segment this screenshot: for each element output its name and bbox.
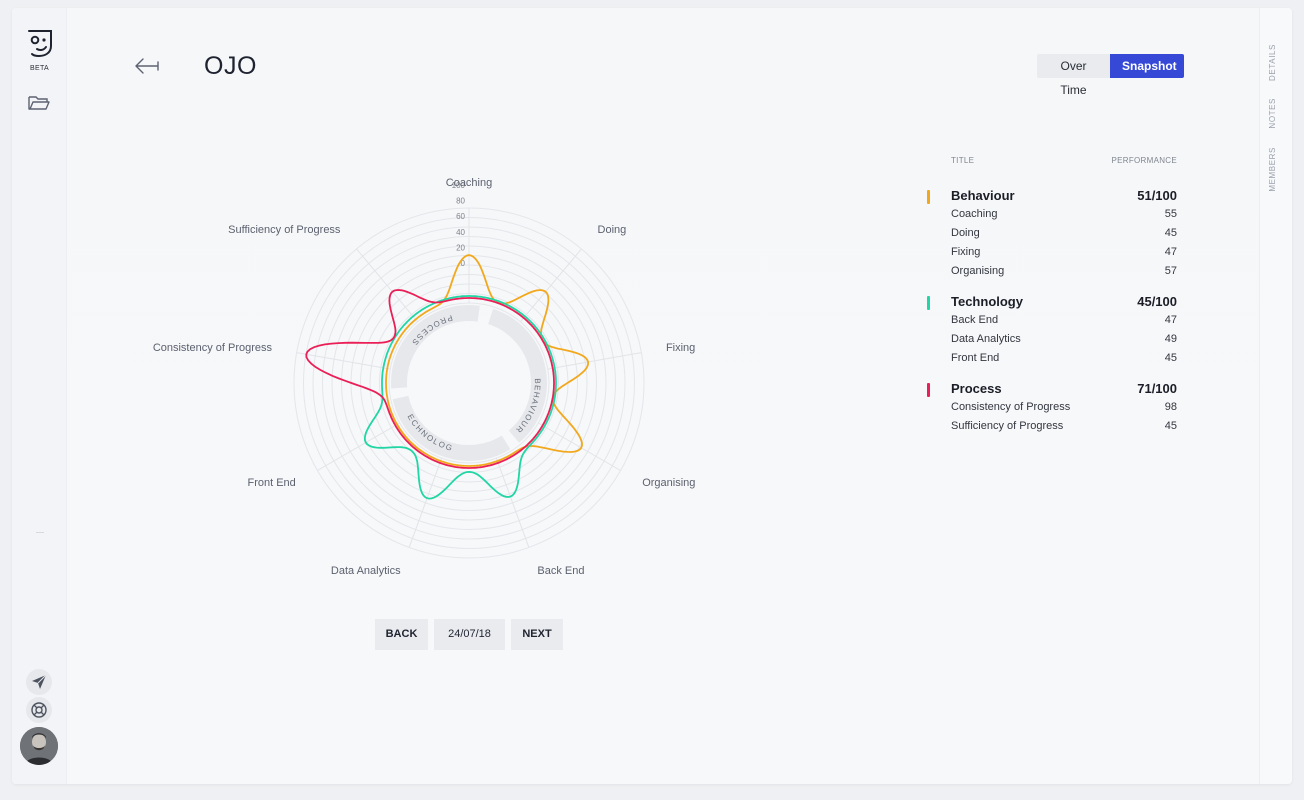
row-performance: 55 (1164, 208, 1177, 220)
row-performance: 57 (1164, 265, 1177, 277)
column-header-title: TITLE (951, 156, 975, 165)
grid-spoke (538, 422, 621, 471)
group-name: Technology (951, 294, 1023, 309)
axis-label: Doing (597, 223, 627, 236)
row-performance: 98 (1164, 401, 1177, 413)
axis-label: Consistency of Progress (152, 342, 273, 355)
segment-band-process (391, 305, 480, 389)
group-name: Process (951, 381, 1002, 396)
over-time-button[interactable]: Over Time (1037, 54, 1110, 97)
grid-ring (388, 302, 550, 464)
tick-label: 60 (456, 212, 465, 221)
group-score: 71/100 (1137, 381, 1177, 396)
main-content: OJO Over Time Snapshot 100 80 60 40 20 0 BEHAV… (67, 8, 1259, 784)
grid-spoke (520, 248, 582, 323)
avatar[interactable] (20, 727, 58, 765)
row-title: Coaching (951, 208, 998, 220)
group-color-bar (927, 190, 930, 204)
view-toggle: Over Time Snapshot (1037, 54, 1184, 97)
grid-spoke (408, 458, 443, 548)
grid-spoke (317, 422, 400, 471)
row-title: Doing (951, 227, 980, 239)
row-title: Front End (951, 352, 1000, 364)
table-row: Organising 57 (951, 265, 1177, 283)
row-performance: 47 (1164, 246, 1177, 258)
grid-spoke (296, 352, 391, 370)
tab-details[interactable]: DETAILS (1268, 44, 1277, 81)
group-score: 45/100 (1137, 294, 1177, 309)
table-row: Fixing 47 (951, 246, 1177, 264)
segment-band-behaviour (487, 308, 547, 443)
back-arrow-icon[interactable] (134, 56, 162, 76)
table-row: Sufficiency of Progress 45 (951, 420, 1177, 438)
row-performance: 45 (1164, 420, 1177, 432)
user-photo-icon (20, 727, 58, 765)
column-header-performance: PERFORMANCE (1111, 156, 1177, 165)
help-button[interactable] (26, 697, 52, 723)
date-navigation: BACK 24/07/18 NEXT (375, 619, 563, 650)
snapshot-button[interactable]: Snapshot (1110, 54, 1184, 78)
tick-label: 20 (456, 243, 465, 252)
axis-label: Coaching (445, 177, 493, 189)
app-window: BETA (12, 8, 1292, 784)
row-title: Data Analytics (951, 333, 1021, 345)
right-sidebar: DETAILS NOTES MEMBERS (1259, 8, 1292, 784)
send-button[interactable] (26, 669, 52, 695)
group-color-bar (927, 296, 930, 310)
next-button[interactable]: NEXT (511, 619, 563, 650)
table-row: Consistency of Progress 98 (951, 401, 1177, 419)
back-button[interactable]: BACK (375, 619, 428, 650)
group-name: Behaviour (951, 188, 1015, 203)
row-title: Back End (951, 314, 999, 326)
table-row: Doing 45 (951, 227, 1177, 245)
row-title: Consistency of Progress (951, 401, 1071, 413)
table-row: Coaching 55 (951, 208, 1177, 226)
row-title: Fixing (951, 246, 981, 258)
folder-icon[interactable] (27, 93, 51, 113)
row-title: Sufficiency of Progress (951, 420, 1064, 432)
send-icon (32, 674, 47, 689)
left-sidebar: BETA (12, 8, 67, 784)
row-performance: 47 (1164, 314, 1177, 326)
table-row: Front End 45 (951, 352, 1177, 370)
axis-label: Front End (247, 477, 296, 489)
tab-members[interactable]: MEMBERS (1268, 147, 1277, 192)
page-title: OJO (204, 52, 257, 80)
grid-spoke (495, 458, 530, 548)
axis-label: Back End (537, 564, 585, 577)
axis-label: Fixing (665, 342, 696, 355)
help-icon (31, 702, 47, 718)
axis-label: Sufficiency of Progress (228, 223, 341, 236)
row-performance: 45 (1164, 352, 1177, 364)
segment-band-technology (392, 395, 511, 461)
row-title: Organising (951, 265, 1005, 277)
row-performance: 49 (1164, 333, 1177, 345)
series-process (305, 289, 555, 469)
radar-chart: 100806040200BEHAVIOURTECHNOLOGYPROCESS (122, 168, 645, 559)
axis-label: Organising (642, 477, 696, 489)
grid-spoke (356, 248, 418, 323)
group-color-bar (927, 383, 930, 397)
table-row: Data Analytics 49 (951, 333, 1177, 351)
series-technology (363, 295, 557, 500)
tick-label: 0 (461, 259, 466, 268)
tick-label: 80 (456, 197, 465, 206)
current-date: 24/07/18 (434, 619, 505, 650)
ojo-logo-icon[interactable] (26, 28, 54, 58)
table-row: Back End 47 (951, 314, 1177, 332)
row-performance: 45 (1164, 227, 1177, 239)
group-score: 51/100 (1137, 188, 1177, 203)
tick-label: 100 (452, 181, 466, 190)
tab-notes[interactable]: NOTES (1268, 98, 1277, 129)
grid-spoke (547, 352, 642, 370)
divider (36, 532, 44, 533)
tick-label: 40 (456, 228, 465, 237)
axis-label: Data Analytics (330, 564, 401, 577)
beta-label: BETA (30, 65, 49, 72)
